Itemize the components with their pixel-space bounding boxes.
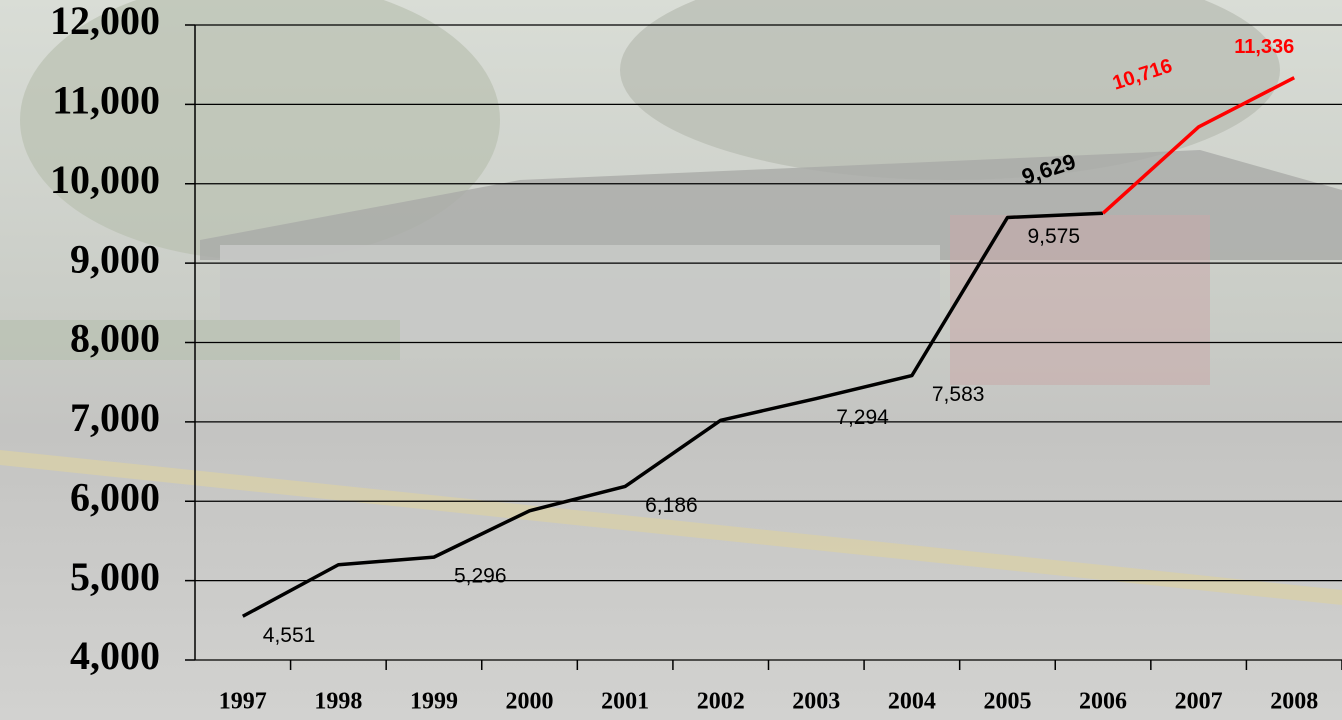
x-tick-label: 1999 [410, 689, 458, 715]
y-tick-label: 12,000 [50, 0, 160, 43]
value-label: 7,583 [932, 383, 985, 406]
x-tick-label: 1997 [219, 689, 267, 715]
x-tick-label: 2003 [792, 689, 840, 715]
value-label: 7,294 [836, 406, 889, 429]
data-line [1101, 76, 1296, 215]
x-tick-label: 2004 [888, 689, 936, 715]
y-tick-label: 7,000 [70, 395, 160, 440]
value-label: 5,296 [454, 565, 507, 588]
x-tick-label: 2002 [697, 689, 745, 715]
y-tick-label: 9,000 [70, 236, 160, 281]
y-tick-label: 8,000 [70, 316, 160, 361]
x-tick-label: 2000 [506, 689, 554, 715]
data-line [241, 211, 1104, 618]
x-tick-label: 2006 [1079, 689, 1127, 715]
value-label: 6,186 [645, 494, 698, 517]
value-label: 11,336 [1234, 36, 1294, 58]
value-label: 4,551 [263, 624, 316, 647]
x-tick-label: 2001 [601, 689, 649, 715]
y-tick-label: 4,000 [70, 633, 160, 678]
x-tick-label: 2008 [1270, 689, 1318, 715]
y-tick-label: 5,000 [70, 554, 160, 599]
y-tick-label: 10,000 [50, 157, 160, 202]
value-label: 9,575 [1027, 225, 1080, 248]
x-tick-label: 2005 [983, 689, 1031, 715]
x-tick-label: 1998 [314, 689, 362, 715]
y-tick-label: 11,000 [52, 78, 160, 123]
x-tick-label: 2007 [1175, 689, 1223, 715]
y-tick-label: 6,000 [70, 474, 160, 519]
